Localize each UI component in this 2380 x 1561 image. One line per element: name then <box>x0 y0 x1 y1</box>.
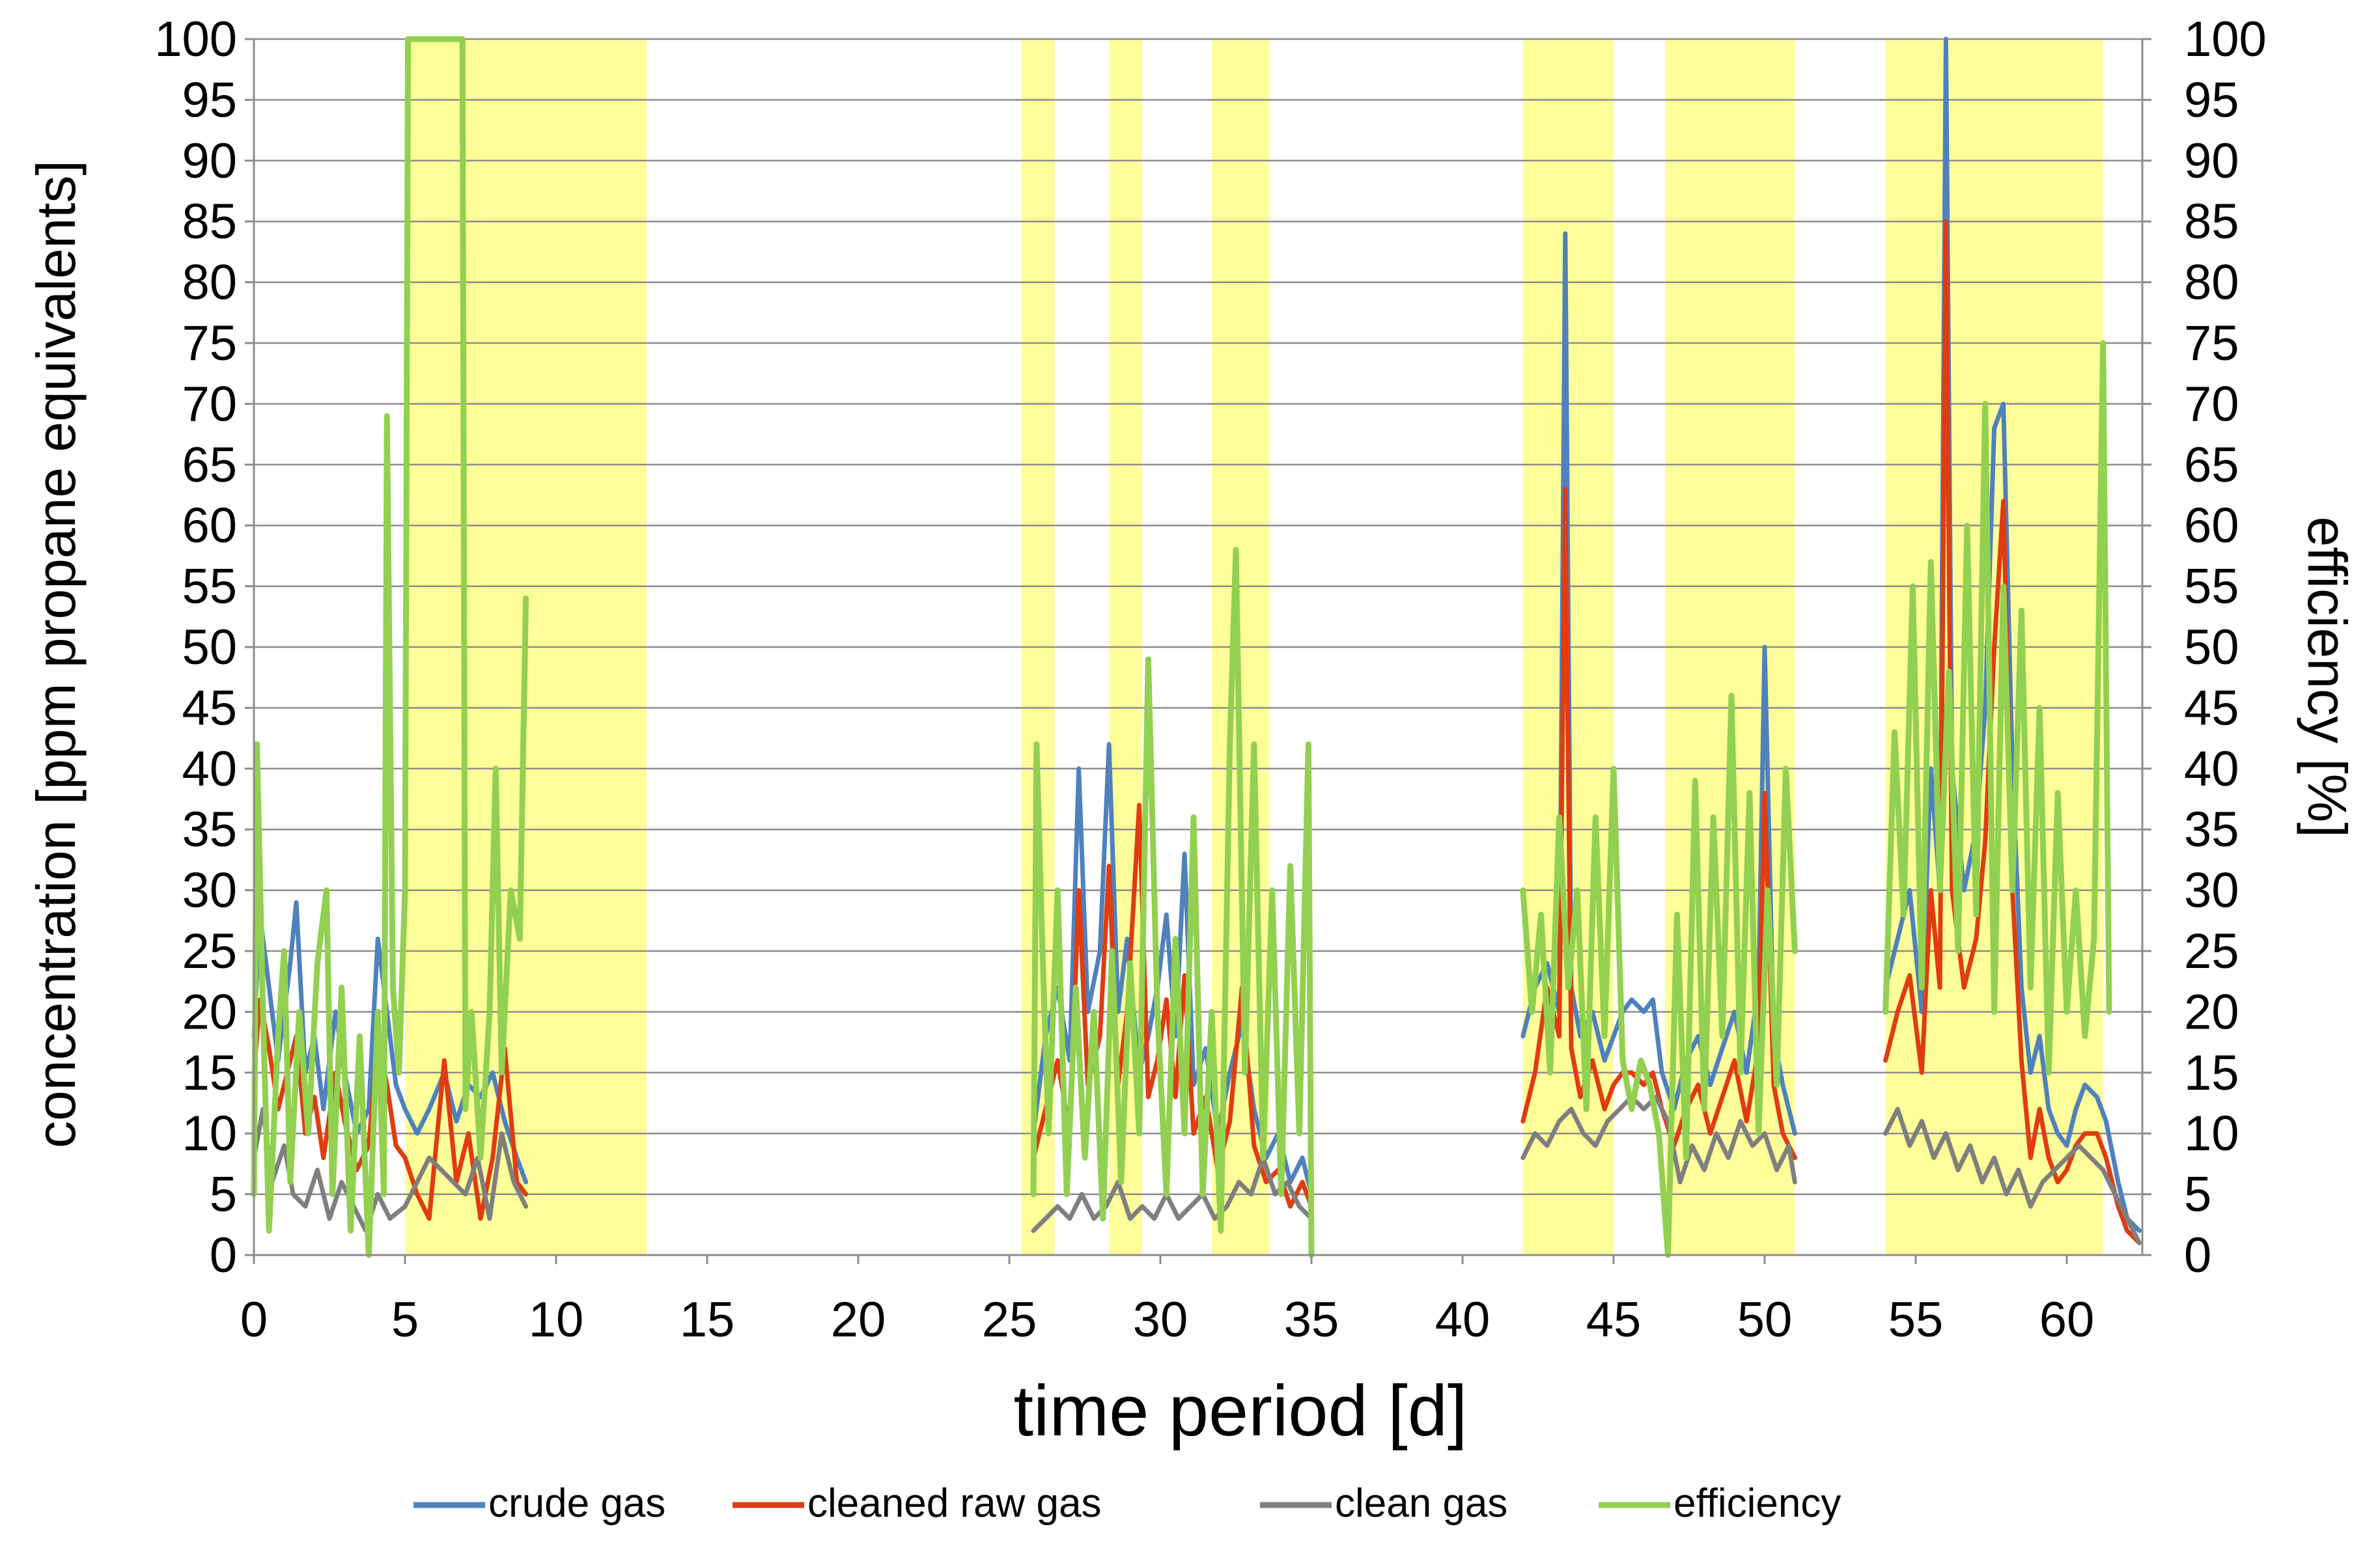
y-tick-right-label-15: 75 <box>2184 316 2239 371</box>
y-tick-right-label-5: 25 <box>2184 924 2239 979</box>
x-tick-label-11: 55 <box>1888 1292 1944 1347</box>
y-tick-left-label-6: 30 <box>182 863 237 919</box>
x-tick-label-5: 25 <box>982 1292 1037 1347</box>
series-2-segment-2 <box>1520 1094 1797 1185</box>
y-tick-right-label-11: 55 <box>2184 559 2239 615</box>
y-tick-right-label-3: 15 <box>2184 1045 2239 1101</box>
series-2-segment-0 <box>251 1107 529 1234</box>
y-tick-right-label-16: 80 <box>2184 255 2239 311</box>
y-tick-right-label-10: 50 <box>2184 620 2239 675</box>
x-axis-title: time period [d] <box>1013 1371 1467 1451</box>
series-2-segment-3 <box>1883 1107 2142 1245</box>
y-tick-left-label-10: 50 <box>182 620 237 675</box>
y-axis-title-right: efficiency [%] <box>2297 516 2358 837</box>
y-tick-right-label-0: 0 <box>2184 1228 2211 1283</box>
y-tick-right-label-13: 65 <box>2184 437 2239 493</box>
x-tick-label-3: 15 <box>680 1292 735 1347</box>
y-tick-left-label-9: 45 <box>182 680 237 736</box>
y-tick-left-label-13: 65 <box>182 437 237 493</box>
legend-label-1: cleaned raw gas <box>807 1481 1102 1526</box>
series-2-segment-1 <box>1031 1155 1314 1234</box>
y-tick-right-label-2: 10 <box>2184 1106 2239 1161</box>
x-tick-label-4: 20 <box>831 1292 886 1347</box>
y-tick-right-label-8: 40 <box>2184 741 2239 797</box>
series-3-segment-3 <box>1883 340 2112 1076</box>
y-tick-left-label-11: 55 <box>182 559 237 615</box>
x-tick-label-6: 30 <box>1133 1292 1188 1347</box>
y-tick-right-label-20: 100 <box>2184 12 2267 67</box>
x-tick-label-7: 35 <box>1284 1292 1339 1347</box>
y-tick-left-label-5: 25 <box>182 924 237 979</box>
x-tick-label-2: 10 <box>529 1292 584 1347</box>
y-tick-right-label-18: 90 <box>2184 133 2239 189</box>
series-3-segment-2 <box>1520 693 1798 1258</box>
y-tick-left-label-19: 95 <box>182 72 237 128</box>
y-tick-right-label-12: 60 <box>2184 498 2239 553</box>
y-tick-left-label-2: 10 <box>182 1106 237 1161</box>
legend: crude gas cleaned raw gas clean gas efficie… <box>413 1481 1841 1526</box>
y-tick-left-label-1: 5 <box>210 1167 237 1223</box>
y-tick-left-label-20: 100 <box>154 12 237 67</box>
y-axis-title-left: concentration [ppm propane equivalents] <box>25 160 87 1148</box>
x-tick-label-8: 40 <box>1435 1292 1491 1347</box>
x-tick-label-12: 60 <box>2039 1292 2095 1347</box>
y-tick-right-label-7: 35 <box>2184 802 2239 857</box>
y-tick-left-label-7: 35 <box>182 802 237 857</box>
y-tick-left-label-3: 15 <box>182 1045 237 1101</box>
y-tick-left-label-15: 75 <box>182 316 237 371</box>
legend-label-0: crude gas <box>488 1481 665 1526</box>
x-tick-label-10: 50 <box>1737 1292 1793 1347</box>
y-tick-right-label-17: 85 <box>2184 194 2239 249</box>
y-tick-left-label-12: 60 <box>182 498 237 553</box>
y-tick-left-label-4: 20 <box>182 984 237 1040</box>
series-0-segment-3 <box>1883 36 2142 1234</box>
y-tick-left-label-0: 0 <box>210 1228 237 1283</box>
series-3-segment-0 <box>251 36 529 1258</box>
x-tick-label-0: 0 <box>240 1292 268 1347</box>
y-tick-right-label-6: 30 <box>2184 863 2239 919</box>
series-3-segment-1 <box>1030 547 1315 1258</box>
y-tick-right-label-1: 5 <box>2184 1167 2211 1223</box>
y-tick-right-label-9: 45 <box>2184 680 2239 736</box>
legend-label-2: clean gas <box>1335 1481 1507 1526</box>
x-tick-label-9: 45 <box>1586 1292 1642 1347</box>
y-tick-left-label-14: 70 <box>182 376 237 432</box>
series-1-segment-1 <box>1031 803 1314 1209</box>
y-tick-left-label-18: 90 <box>182 133 237 189</box>
legend-label-3: efficiency <box>1673 1481 1841 1526</box>
y-tick-right-label-4: 20 <box>2184 984 2239 1040</box>
y-tick-right-label-14: 70 <box>2184 376 2239 432</box>
x-tick-label-1: 5 <box>391 1292 419 1347</box>
y-tick-right-label-19: 95 <box>2184 72 2239 128</box>
y-tick-left-label-17: 85 <box>182 194 237 249</box>
y-tick-left-label-16: 80 <box>182 255 237 311</box>
y-tick-left-label-8: 40 <box>182 741 237 797</box>
